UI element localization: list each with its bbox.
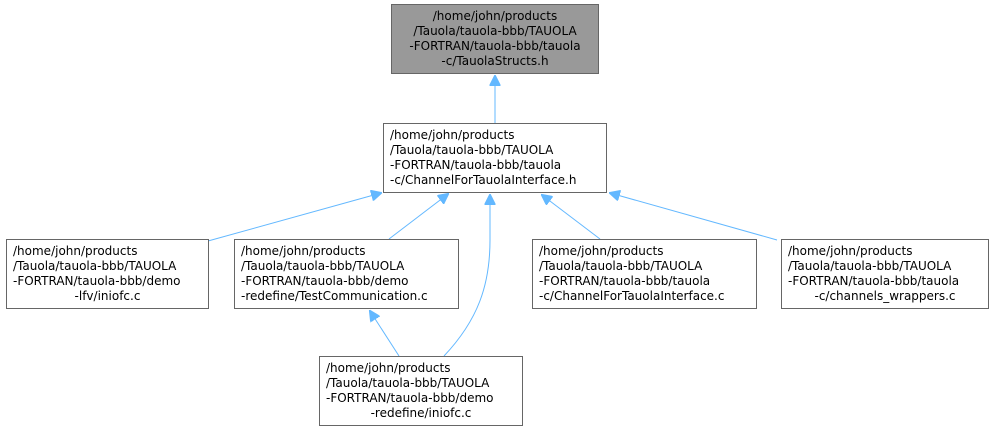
node-line: /home/john/products [432, 9, 558, 23]
edge-demo-lfv-iniofc-to-channel-interface-h [207, 193, 381, 242]
edge-channel-interface-c-to-channel-interface-h [542, 195, 601, 240]
node-line: /Tauola/tauola-bbb/TAUOLA [539, 259, 703, 273]
node-line: /home/john/products [539, 244, 664, 258]
node-line: /home/john/products [788, 244, 913, 258]
node-line: /Tauola/tauola-bbb/TAUOLA [413, 24, 577, 38]
node-line: /Tauola/tauola-bbb/TAUOLA [326, 376, 490, 390]
edge-channels-wrappers-to-channel-interface-h [610, 193, 778, 241]
node-line: /home/john/products [13, 244, 138, 258]
node-line: /home/john/products [326, 361, 451, 375]
node-test-communication-c[interactable]: /home/john/products /Tauola/tauola-bbb/T… [234, 239, 459, 309]
node-line: -FORTRAN/tauola-bbb/tauola [788, 274, 960, 288]
node-demo-lfv-iniofc-c[interactable]: /home/john/products /Tauola/tauola-bbb/T… [6, 239, 209, 309]
node-line: -FORTRAN/tauola-bbb/demo [13, 274, 181, 288]
node-line: /home/john/products [390, 128, 515, 142]
node-line: -c/ChannelForTauolaInterface.c [539, 289, 725, 303]
node-line: -redefine/iniofc.c [370, 406, 472, 420]
node-line: /Tauola/tauola-bbb/TAUOLA [241, 259, 405, 273]
node-line: -redefine/TestCommunication.c [241, 289, 428, 303]
node-line: /home/john/products [241, 244, 366, 258]
node-line: -c/ChannelForTauolaInterface.h [390, 173, 577, 187]
node-line: -lfv/iniofc.c [74, 289, 141, 303]
edge-demo-redefine-iniofc-to-test-communication [370, 311, 400, 357]
node-line: -FORTRAN/tauola-bbb/demo [241, 274, 409, 288]
node-demo-redefine-iniofc-c[interactable]: /home/john/products /Tauola/tauola-bbb/T… [319, 356, 523, 426]
edge-demo-redefine-iniofc-to-channel-interface-h [443, 195, 490, 357]
node-line: -FORTRAN/tauola-bbb/tauola [539, 274, 711, 288]
node-line: /Tauola/tauola-bbb/TAUOLA [390, 143, 554, 157]
node-line: /Tauola/tauola-bbb/TAUOLA [788, 259, 952, 273]
edge-test-communication-to-channel-interface-h [388, 194, 448, 240]
node-line: -FORTRAN/tauola-bbb/tauola [409, 39, 581, 53]
node-channels-wrappers-c[interactable]: /home/john/products /Tauola/tauola-bbb/T… [781, 239, 989, 309]
node-line: -c/channels_wrappers.c [814, 289, 956, 303]
node-line: -FORTRAN/tauola-bbb/tauola [390, 158, 562, 172]
node-line: -c/TauolaStructs.h [441, 54, 549, 68]
node-line: -FORTRAN/tauola-bbb/demo [326, 391, 494, 405]
node-line: /Tauola/tauola-bbb/TAUOLA [13, 259, 177, 273]
node-tauola-structs-h: /home/john/products /Tauola/tauola-bbb/T… [391, 4, 599, 74]
node-channel-for-tauola-interface-c[interactable]: /home/john/products /Tauola/tauola-bbb/T… [532, 239, 757, 309]
node-channel-for-tauola-interface-h[interactable]: /home/john/products /Tauola/tauola-bbb/T… [383, 123, 607, 193]
